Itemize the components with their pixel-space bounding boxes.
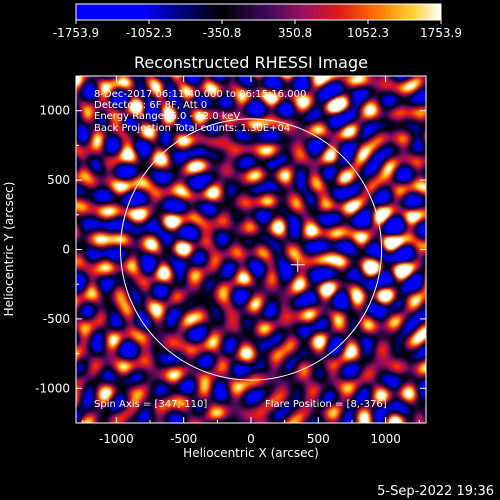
x-tick-label: 500 <box>307 432 330 446</box>
annotation-energy: Energy Range: 6.0 - 12.0 keV <box>94 111 240 122</box>
colorbar-tick-label: -1753.9 <box>53 26 99 40</box>
y-axis-ticks: -1000 -500 0 500 1000 <box>35 75 426 424</box>
y-tick-label: 0 <box>62 243 70 257</box>
annotation-detectors: Detectors: 6F 8F, Att 0 <box>94 100 207 111</box>
colorbar <box>75 3 442 21</box>
heatmap-raster <box>76 76 426 423</box>
chart-title: Reconstructed RHESSI Image <box>134 53 368 72</box>
x-axis-title: Heliocentric X (arcsec) <box>183 446 319 460</box>
heatmap-image <box>76 76 426 423</box>
x-tick-label: 1000 <box>370 432 401 446</box>
annotation-spin-axis: Spin Axis = [347,-110] <box>94 399 207 410</box>
colorbar-tick-label: -350.8 <box>203 26 242 40</box>
colorbar-tick-label: 350.8 <box>278 26 312 40</box>
colorbar-tick-label: 1052.3 <box>347 26 389 40</box>
x-tick-label: -500 <box>170 432 197 446</box>
colorbar-ticks <box>75 20 442 24</box>
colorbar-tick-label: 1753.9 <box>420 26 462 40</box>
colorbar-tick-label: -1052.3 <box>126 26 172 40</box>
annotation-flare-position: Flare Position = [8,-376] <box>265 399 387 410</box>
x-tick-label: 0 <box>247 432 255 446</box>
y-axis-title: Heliocentric Y (arcsec) <box>2 182 16 317</box>
y-tick-label: 1000 <box>39 104 70 118</box>
colorbar-labels: -1753.9 -1052.3 -350.8 350.8 1052.3 1753.9 <box>53 26 462 40</box>
annotation-time: 8-Dec-2017 06:11:40.000 to 06:15:16.000 <box>94 89 306 100</box>
x-tick-label: -1000 <box>99 432 134 446</box>
annotation-method: Back Projection Total counts: 1.30E+04 <box>94 123 290 134</box>
y-tick-label: -500 <box>43 312 70 326</box>
y-tick-label: -1000 <box>35 381 70 395</box>
y-tick-label: 500 <box>47 173 70 187</box>
x-axis-ticks: -1000 -500 0 500 1000 <box>82 76 420 446</box>
solar-limb-circle <box>119 118 383 381</box>
footer-date: 5-Sep-2022 19:36 <box>377 484 494 499</box>
spin-axis-marker <box>290 257 305 272</box>
